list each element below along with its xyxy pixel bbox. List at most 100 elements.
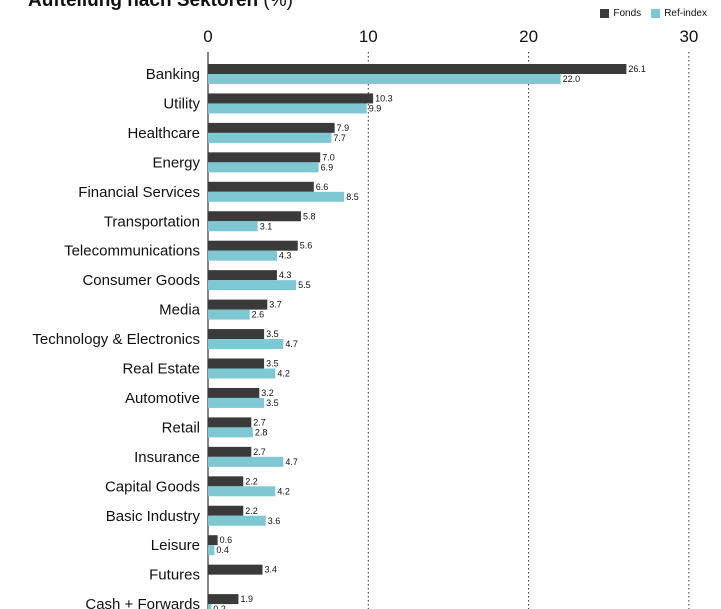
legend: Fonds Ref-index — [600, 8, 707, 19]
value-label-ref: 4.2 — [277, 486, 290, 496]
bar-ref — [208, 132, 332, 143]
value-label-fonds: 3.5 — [266, 359, 279, 369]
value-label-ref: 4.2 — [277, 369, 290, 379]
value-label-fonds: 10.3 — [375, 93, 393, 103]
bar-fonds — [208, 122, 335, 133]
chart-title-bold: Aufteilung nach Sektoren — [28, 0, 259, 11]
value-label-fonds: 2.2 — [245, 476, 258, 486]
bar-ref — [208, 162, 319, 173]
bar-ref — [208, 103, 367, 114]
category-label: Banking — [146, 66, 200, 83]
bar-ref — [208, 604, 212, 609]
value-label-fonds: 0.6 — [220, 535, 233, 545]
bar-ref — [208, 397, 265, 408]
bar-fonds — [208, 93, 374, 104]
value-label-fonds: 5.8 — [303, 211, 316, 221]
bar-ref — [208, 427, 253, 438]
bar-fonds — [208, 476, 244, 487]
bar-ref — [208, 339, 284, 350]
category-label: Utility — [163, 95, 200, 112]
value-label-fonds: 4.3 — [279, 270, 292, 280]
value-label-ref: 3.5 — [266, 398, 279, 408]
chart-title-suffix: (%) — [263, 0, 293, 11]
category-label: Retail — [162, 419, 200, 436]
value-label-fonds: 2.7 — [253, 447, 266, 457]
value-label-fonds: 2.2 — [245, 506, 258, 516]
value-label-fonds: 5.6 — [300, 241, 313, 251]
value-label-ref: 4.7 — [285, 339, 298, 349]
value-label-fonds: 3.2 — [261, 388, 274, 398]
value-label-ref: 4.7 — [285, 457, 298, 467]
category-label: Cash + Forwards — [85, 596, 200, 609]
category-label: Leisure — [151, 537, 200, 554]
category-label: Basic Industry — [106, 508, 201, 525]
bar-fonds — [208, 535, 218, 546]
value-label-ref: 2.8 — [255, 427, 268, 437]
value-label-fonds: 2.7 — [253, 417, 266, 427]
bar-fonds — [208, 211, 301, 222]
value-label-fonds: 3.4 — [265, 565, 278, 575]
category-label: Capital Goods — [105, 478, 200, 495]
value-label-ref: 9.9 — [369, 103, 382, 113]
bar-ref — [208, 368, 276, 379]
category-label: Consumer Goods — [82, 272, 200, 289]
bar-ref — [208, 456, 284, 467]
bar-fonds — [208, 417, 252, 428]
category-label: Technology & Electronics — [32, 331, 200, 348]
x-tick-label: 20 — [519, 27, 538, 46]
value-label-fonds: 7.0 — [322, 152, 335, 162]
legend-item-fonds: Fonds — [600, 8, 641, 19]
value-label-fonds: 1.9 — [240, 594, 253, 604]
category-label: Futures — [149, 567, 200, 584]
value-label-ref: 2.6 — [252, 310, 265, 320]
bar-ref — [208, 74, 561, 84]
x-tick-label: 30 — [679, 27, 698, 46]
bar-fonds — [208, 387, 260, 398]
bar-ref — [208, 280, 297, 291]
bar-fonds — [208, 181, 314, 192]
legend-label-fonds: Fonds — [613, 8, 642, 19]
bar-ref — [208, 309, 250, 320]
value-label-ref: 0.2 — [213, 604, 226, 609]
bar-ref — [208, 221, 258, 232]
category-label: Financial Services — [78, 184, 200, 201]
bar-fonds — [208, 446, 252, 457]
bar-fonds — [208, 505, 244, 516]
bar-ref — [208, 545, 215, 556]
value-label-ref: 0.4 — [216, 545, 229, 555]
legend-swatch-ref — [651, 9, 661, 18]
bar-fonds — [208, 270, 277, 281]
legend-item-ref: Ref-index — [651, 8, 707, 19]
x-tick-label: 0 — [203, 27, 212, 46]
category-label: Real Estate — [122, 361, 200, 378]
category-label: Automotive — [125, 390, 200, 407]
bar-ref — [208, 515, 266, 526]
value-label-ref: 4.3 — [279, 251, 292, 261]
value-label-ref: 7.7 — [333, 133, 346, 143]
bar-fonds — [208, 594, 239, 605]
category-label: Media — [159, 302, 201, 319]
value-label-fonds: 7.9 — [337, 123, 350, 133]
bar-fonds — [208, 64, 627, 74]
value-label-fonds: 6.6 — [316, 182, 329, 192]
bar-ref — [208, 191, 345, 202]
value-label-ref: 3.6 — [268, 516, 281, 526]
category-label: Energy — [152, 154, 200, 171]
chart-title: Aufteilung nach Sektoren (%) — [28, 0, 293, 12]
value-label-ref: 8.5 — [346, 192, 359, 202]
value-label-fonds: 3.5 — [266, 329, 279, 339]
bar-fonds — [208, 299, 268, 310]
category-label: Insurance — [134, 449, 200, 466]
x-tick-label: 10 — [359, 27, 378, 46]
value-label-ref: 6.9 — [321, 162, 334, 172]
category-label: Healthcare — [127, 125, 200, 142]
bar-fonds — [208, 329, 265, 340]
bar-fonds — [208, 564, 263, 575]
value-label-fonds: 3.7 — [269, 300, 282, 310]
bar-ref — [208, 486, 276, 497]
category-label: Transportation — [104, 213, 200, 230]
value-label-ref: 3.1 — [260, 221, 273, 231]
value-label-fonds: 26.1 — [628, 64, 646, 74]
bar-fonds — [208, 358, 265, 369]
